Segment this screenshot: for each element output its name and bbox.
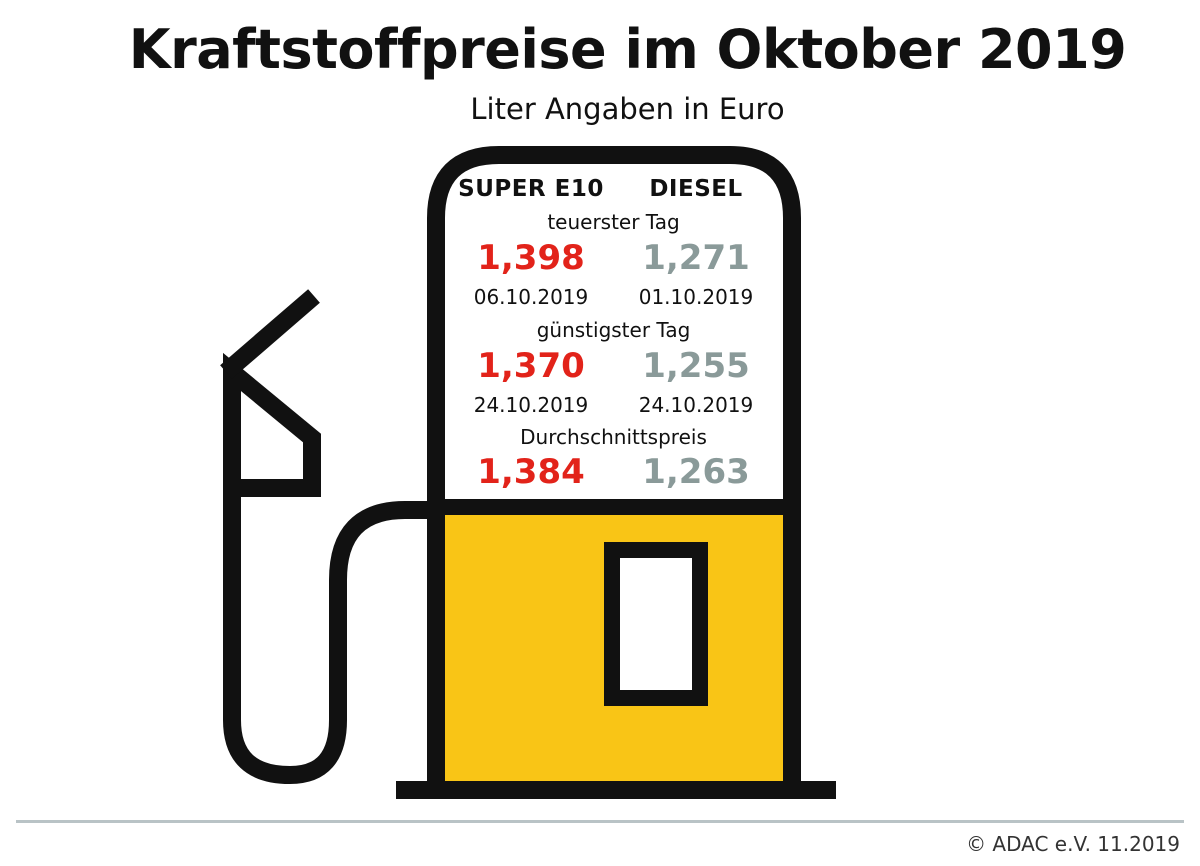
- column-header-diesel: DIESEL: [649, 176, 743, 202]
- pump-hose: [223, 488, 436, 784]
- super-price-cheap: 1,370: [477, 346, 585, 386]
- page-subtitle: Liter Angaben in Euro: [470, 92, 785, 126]
- super-price-expensive: 1,398: [477, 238, 585, 278]
- diesel-price-expensive: 1,271: [642, 238, 750, 278]
- footer-divider: [16, 820, 1184, 823]
- date-row-cheap: 24.10.2019 24.10.2019: [446, 393, 781, 433]
- pump-outline: [427, 146, 801, 783]
- diesel-date-cheap: 24.10.2019: [638, 393, 754, 417]
- diesel-date-expensive: 01.10.2019: [638, 285, 754, 309]
- price-row-cheap: 1,370 1,255: [446, 346, 781, 386]
- price-row-average: 1,384 1,263: [446, 452, 781, 492]
- diesel-price-average: 1,263: [642, 452, 750, 492]
- super-date-expensive: 06.10.2019: [473, 285, 589, 309]
- section-label-expensive: teuerster Tag: [547, 210, 680, 234]
- section-label-average: Durchschnittspreis: [520, 425, 707, 449]
- column-header-super: SUPER E10: [458, 176, 604, 202]
- copyright-credit: © ADAC e.V. 11.2019: [966, 832, 1180, 856]
- diesel-price-cheap: 1,255: [642, 346, 750, 386]
- date-row-expensive: 06.10.2019 01.10.2019: [446, 285, 781, 325]
- pump-nozzle: [223, 352, 321, 497]
- price-row-expensive: 1,398 1,271: [446, 238, 781, 278]
- column-header-row: SUPER E10 DIESEL: [446, 176, 781, 216]
- price-display: SUPER E10 DIESEL teuerster Tag 1,398 1,2…: [446, 168, 781, 498]
- section-label-cheap: günstigster Tag: [536, 318, 691, 342]
- pump-window: [604, 542, 708, 706]
- super-price-average: 1,384: [477, 452, 585, 492]
- super-date-cheap: 24.10.2019: [473, 393, 589, 417]
- page-title: Kraftstoffpreise im Oktober 2019: [128, 18, 1127, 81]
- pump-nozzle-spout: [220, 289, 320, 379]
